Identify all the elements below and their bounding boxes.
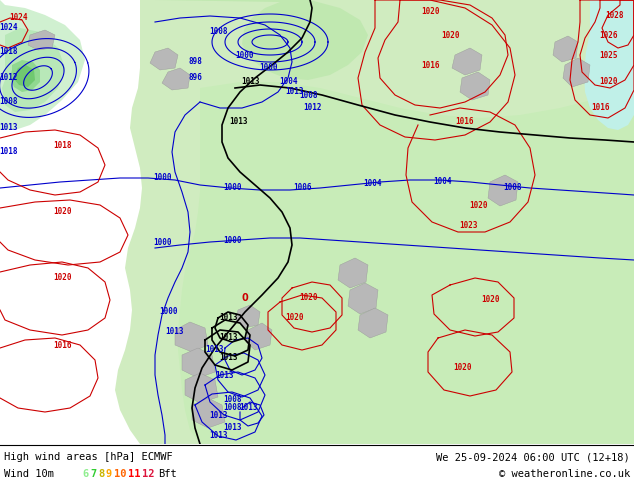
Text: 1000: 1000 xyxy=(236,50,254,59)
Text: 1013: 1013 xyxy=(286,88,304,97)
Polygon shape xyxy=(563,58,590,87)
Text: 898: 898 xyxy=(188,57,202,67)
Text: 1013: 1013 xyxy=(209,431,227,440)
Text: 1013: 1013 xyxy=(206,345,224,354)
Text: 1013: 1013 xyxy=(219,353,237,363)
Polygon shape xyxy=(175,322,208,352)
Polygon shape xyxy=(236,305,260,328)
Polygon shape xyxy=(0,0,85,130)
Polygon shape xyxy=(28,30,55,50)
Text: 1018: 1018 xyxy=(53,141,71,149)
Text: 1013: 1013 xyxy=(216,370,234,379)
Text: 1020: 1020 xyxy=(421,7,439,17)
Text: 1000: 1000 xyxy=(153,238,171,246)
Text: 1000: 1000 xyxy=(223,236,242,245)
Text: 1016: 1016 xyxy=(53,341,71,349)
Text: 1013: 1013 xyxy=(223,423,242,433)
Polygon shape xyxy=(178,82,634,444)
Text: 1008: 1008 xyxy=(209,27,227,36)
Text: 1020: 1020 xyxy=(286,314,304,322)
Text: 1012: 1012 xyxy=(0,74,17,82)
Text: 1000: 1000 xyxy=(223,183,242,193)
Text: 9: 9 xyxy=(106,469,112,479)
Text: 11: 11 xyxy=(128,469,141,479)
Text: 1023: 1023 xyxy=(459,220,477,229)
Polygon shape xyxy=(348,283,378,314)
Text: 896: 896 xyxy=(188,74,202,82)
Polygon shape xyxy=(162,68,190,90)
Text: 0: 0 xyxy=(242,293,249,303)
Text: 1004: 1004 xyxy=(433,177,451,187)
Text: 1013: 1013 xyxy=(219,314,237,322)
Text: 1004: 1004 xyxy=(279,77,297,87)
Text: 1024: 1024 xyxy=(0,24,17,32)
Text: 1008: 1008 xyxy=(0,98,17,106)
Text: High wind areas [hPa] ECMWF: High wind areas [hPa] ECMWF xyxy=(4,452,172,462)
Text: 1013: 1013 xyxy=(219,334,237,343)
Polygon shape xyxy=(185,373,218,403)
Text: 1008: 1008 xyxy=(223,395,242,405)
Text: © weatheronline.co.uk: © weatheronline.co.uk xyxy=(499,469,630,479)
Polygon shape xyxy=(150,48,178,70)
Polygon shape xyxy=(115,0,634,444)
Polygon shape xyxy=(10,60,40,92)
Text: 1008: 1008 xyxy=(503,183,521,193)
Text: 1008: 1008 xyxy=(223,403,242,413)
Polygon shape xyxy=(358,308,388,338)
Text: 1013: 1013 xyxy=(209,411,227,419)
Text: 7: 7 xyxy=(90,469,96,479)
Text: 1013: 1013 xyxy=(241,77,259,87)
Text: 1020: 1020 xyxy=(299,294,317,302)
Text: 1016: 1016 xyxy=(591,103,609,113)
Text: Wind 10m: Wind 10m xyxy=(4,469,54,479)
Text: 1006: 1006 xyxy=(293,183,311,193)
Text: 1013: 1013 xyxy=(239,403,257,413)
Text: 8: 8 xyxy=(98,469,104,479)
Text: 1020: 1020 xyxy=(469,200,488,210)
Text: 1020: 1020 xyxy=(53,273,71,283)
Text: 1013: 1013 xyxy=(165,327,184,337)
Polygon shape xyxy=(192,398,225,428)
Polygon shape xyxy=(246,323,272,350)
Text: 1013: 1013 xyxy=(229,118,247,126)
Text: 1018: 1018 xyxy=(0,147,17,156)
Text: 1018: 1018 xyxy=(0,48,17,56)
Polygon shape xyxy=(488,175,518,206)
Polygon shape xyxy=(155,0,368,80)
Text: 1008: 1008 xyxy=(299,91,317,99)
Text: 1000: 1000 xyxy=(259,64,277,73)
Polygon shape xyxy=(553,36,578,62)
Text: 1000: 1000 xyxy=(158,308,178,317)
Text: 1028: 1028 xyxy=(605,10,624,20)
Polygon shape xyxy=(182,348,215,378)
Polygon shape xyxy=(338,258,368,288)
Text: 6: 6 xyxy=(82,469,88,479)
Text: 1012: 1012 xyxy=(303,103,321,113)
Text: 1004: 1004 xyxy=(363,179,381,189)
Text: 1013: 1013 xyxy=(0,123,17,132)
Polygon shape xyxy=(584,0,634,130)
Text: 1024: 1024 xyxy=(9,14,27,23)
Polygon shape xyxy=(14,65,35,87)
Polygon shape xyxy=(460,72,490,100)
Text: 1016: 1016 xyxy=(456,118,474,126)
Text: 1020: 1020 xyxy=(53,207,71,217)
Text: 1020: 1020 xyxy=(453,364,471,372)
Text: 10: 10 xyxy=(114,469,127,479)
Text: 1020: 1020 xyxy=(441,30,459,40)
Polygon shape xyxy=(452,48,482,75)
Text: 1000: 1000 xyxy=(153,173,171,182)
Text: We 25-09-2024 06:00 UTC (12+18): We 25-09-2024 06:00 UTC (12+18) xyxy=(436,452,630,462)
Text: 12: 12 xyxy=(142,469,155,479)
Text: 1026: 1026 xyxy=(598,30,618,40)
Text: 1020: 1020 xyxy=(598,77,618,87)
Text: 1016: 1016 xyxy=(421,60,439,70)
Text: 1020: 1020 xyxy=(481,295,499,304)
Polygon shape xyxy=(2,28,65,112)
Text: Bft: Bft xyxy=(158,469,177,479)
Text: 1025: 1025 xyxy=(598,50,618,59)
